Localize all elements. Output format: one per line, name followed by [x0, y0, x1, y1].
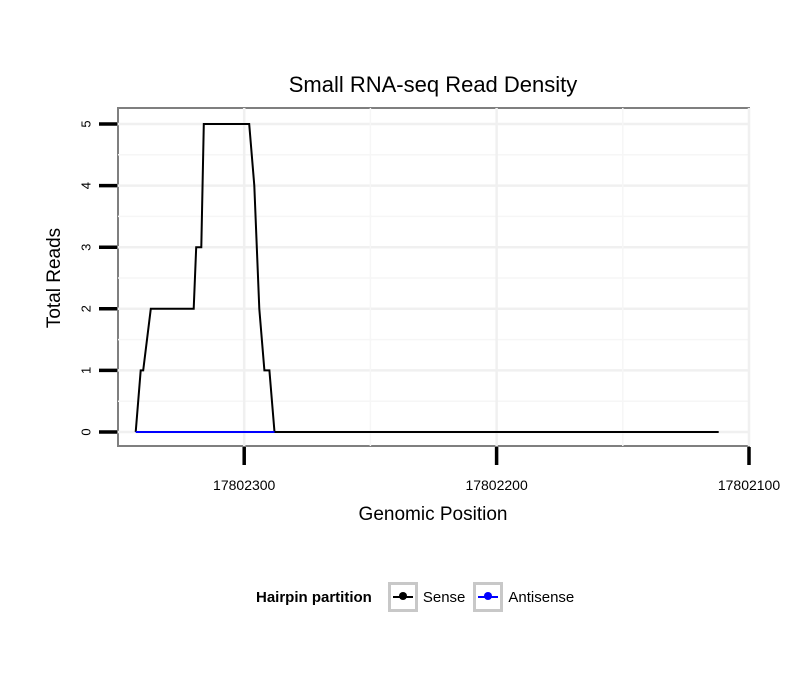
plot-panel	[117, 107, 750, 447]
y-tick-label: 3	[79, 244, 94, 251]
y-axis-label: Total Reads	[44, 228, 65, 328]
y-axis: 0 1 2 3 4 5	[79, 120, 117, 436]
legend-label-sense: Sense	[422, 588, 466, 606]
series-layer	[134, 123, 719, 433]
y-tick-label: 2	[79, 305, 94, 312]
y-tick-label: 0	[79, 428, 94, 435]
x-axis-label: Genomic Position	[359, 504, 508, 525]
legend-point-antisense	[484, 592, 493, 600]
legend-label-antisense: Antisense	[508, 588, 575, 606]
legend-point-sense	[398, 592, 407, 600]
chart-title: Small RNA-seq Read Density	[289, 72, 578, 97]
series-line-sense	[134, 123, 719, 433]
legend-key-sense	[387, 582, 418, 612]
legend: Hairpin partition Sense Antisense	[256, 580, 582, 614]
x-tick-label: 17802300	[213, 477, 276, 493]
x-tick-label: 17802200	[465, 477, 528, 493]
x-tick-label: 17802100	[718, 477, 781, 493]
y-tick-label: 1	[79, 367, 94, 374]
x-axis: 17802300 17802200 17802100	[213, 447, 780, 493]
legend-title: Hairpin partition	[256, 588, 372, 606]
y-tick-label: 4	[79, 182, 94, 189]
legend-key-antisense	[473, 582, 504, 612]
y-tick-label: 5	[79, 120, 94, 127]
